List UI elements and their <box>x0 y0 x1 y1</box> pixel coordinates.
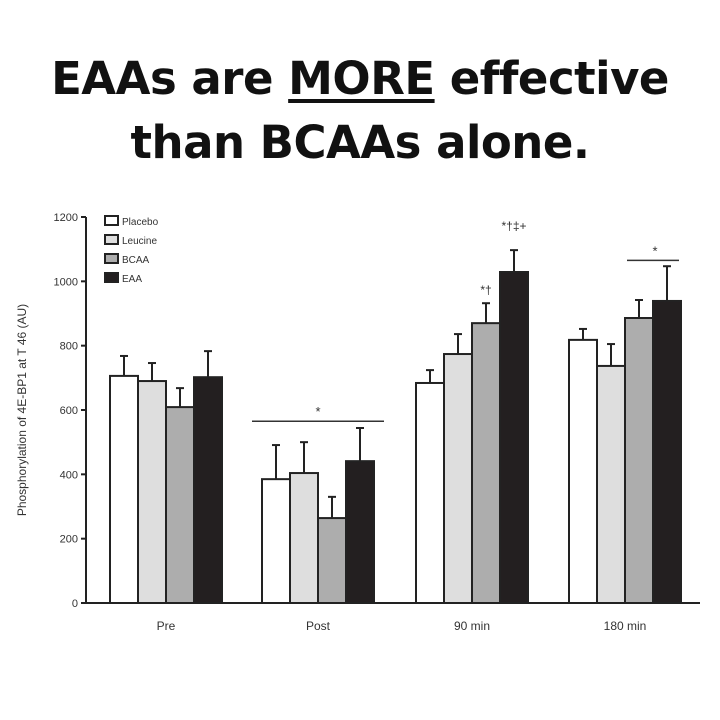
headline-text: EAAs are <box>51 52 289 105</box>
legend-label: Placebo <box>122 217 159 228</box>
legend-swatch <box>104 215 119 226</box>
significance-marker: *†‡+ <box>501 219 526 233</box>
x-tick-label: 90 min <box>454 619 490 633</box>
significance-marker: *† <box>480 283 491 297</box>
legend-label: Leucine <box>122 236 157 247</box>
y-tick-label: 1200 <box>54 212 78 224</box>
y-tick-label: 1000 <box>54 276 78 288</box>
significance-marker: * <box>652 243 657 258</box>
bar-eaa <box>193 376 223 604</box>
y-tick-label: 600 <box>60 405 78 417</box>
headline-line-2: than BCAAs alone. <box>130 116 590 169</box>
bar-eaa <box>652 299 682 604</box>
y-axis-label: Phosphorylation of 4E-BP1 at T 46 (AU) <box>15 304 29 516</box>
bar-leucine <box>443 353 473 604</box>
bar-bcaa <box>624 317 654 604</box>
bar-bcaa <box>317 517 347 605</box>
bar-eaa <box>345 460 375 604</box>
bar-leucine <box>289 472 319 604</box>
y-tick-label: 200 <box>60 534 78 546</box>
y-tick-label: 400 <box>60 469 78 481</box>
y-tick-label: 800 <box>60 341 78 353</box>
bar-placebo <box>568 338 598 604</box>
x-tick-label: 180 min <box>604 619 647 633</box>
bar-bcaa <box>165 406 195 605</box>
bar-leucine <box>137 380 167 604</box>
bar-leucine <box>596 364 626 604</box>
bar-placebo <box>415 381 445 605</box>
y-tick-label: 0 <box>72 598 78 610</box>
legend-label: EAA <box>122 274 142 285</box>
bar-bcaa <box>471 322 501 604</box>
x-tick-label: Pre <box>157 619 176 633</box>
legend-label: BCAA <box>122 255 150 266</box>
bar-placebo <box>109 374 139 604</box>
x-tick-label: Post <box>306 619 331 633</box>
significance-marker: * <box>315 404 320 419</box>
headline-line-1: EAAs are MORE effective <box>0 52 720 105</box>
legend-swatch <box>104 234 119 245</box>
legend-swatch <box>104 272 119 283</box>
bar-placebo <box>261 478 291 604</box>
bar-eaa <box>499 271 529 604</box>
legend-swatch <box>104 253 119 264</box>
headline-emphasis: MORE <box>288 52 435 105</box>
headline-text: effective <box>434 52 670 105</box>
